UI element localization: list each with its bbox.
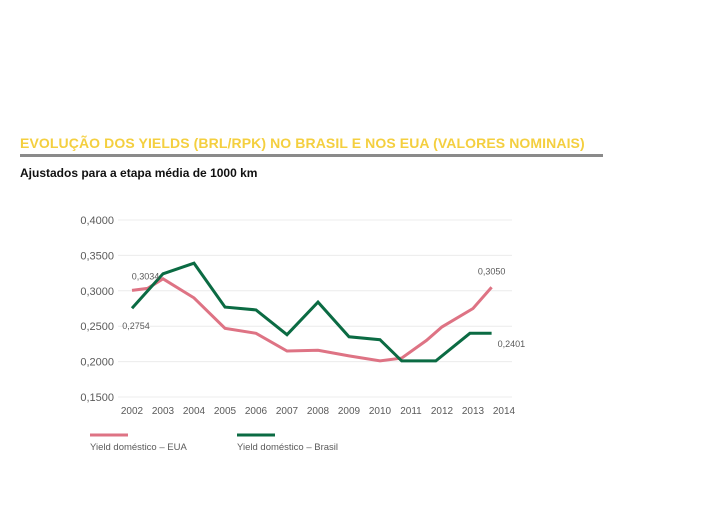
series-line	[131, 277, 493, 363]
gridlines	[118, 219, 512, 398]
data-label: 0,3050	[478, 266, 506, 276]
data-label: 0,3034	[132, 271, 160, 281]
y-tick-label: 0,3000	[80, 286, 114, 298]
x-tick-label: 2004	[183, 406, 206, 417]
x-tick-label: 2008	[307, 406, 330, 417]
y-axis-ticks: 0,4000 0,3500 0,3000 0,2500 0,2000 0,1500	[80, 215, 114, 404]
x-axis-ticks: 2002 2003 2004 2005 2006 2007 2008 2009 2010 2011…	[121, 406, 516, 417]
x-tick-label: 2009	[338, 406, 361, 417]
data-label: 0,2754	[122, 321, 150, 331]
data-label: 0,2401	[498, 339, 526, 349]
chart-subtitle: Ajustados para a etapa média de 1000 km	[20, 166, 258, 180]
y-tick-label: 0,4000	[80, 215, 114, 227]
x-tick-label: 2011	[400, 406, 422, 417]
legend: Yield doméstico – EUA Yield doméstico – B…	[90, 433, 338, 453]
legend-label: Yield doméstico – Brasil	[237, 442, 338, 453]
x-tick-label: 2005	[214, 406, 237, 417]
x-tick-label: 2014	[493, 406, 516, 417]
y-tick-label: 0,1500	[80, 392, 114, 404]
x-tick-label: 2007	[276, 406, 299, 417]
y-tick-label: 0,2000	[80, 357, 114, 369]
x-tick-label: 2010	[369, 406, 392, 417]
x-tick-label: 2013	[462, 406, 485, 417]
x-tick-label: 2002	[121, 406, 144, 417]
y-tick-label: 0,3500	[80, 250, 114, 262]
chart-title: EVOLUÇÃO DOS YIELDS (BRL/RPK) NO BRASIL …	[20, 135, 585, 151]
x-tick-label: 2003	[152, 406, 175, 417]
data-annotations: 0,3034 0,2754 0,3050 0,2401	[122, 266, 525, 349]
legend-label: Yield doméstico – EUA	[90, 442, 187, 453]
x-tick-label: 2012	[431, 406, 454, 417]
series-line	[130, 261, 492, 363]
x-tick-label: 2006	[245, 406, 268, 417]
title-divider	[20, 154, 603, 157]
y-tick-label: 0,2500	[80, 321, 114, 333]
series-lines	[130, 261, 493, 363]
